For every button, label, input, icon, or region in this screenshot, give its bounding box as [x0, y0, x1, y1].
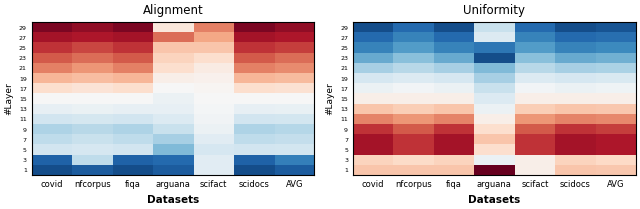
Title: Uniformity: Uniformity [463, 4, 525, 17]
Y-axis label: #Layer: #Layer [326, 83, 335, 115]
Title: Alignment: Alignment [143, 4, 204, 17]
X-axis label: Datasets: Datasets [147, 195, 199, 205]
Y-axis label: #Layer: #Layer [4, 83, 13, 115]
X-axis label: Datasets: Datasets [468, 195, 520, 205]
